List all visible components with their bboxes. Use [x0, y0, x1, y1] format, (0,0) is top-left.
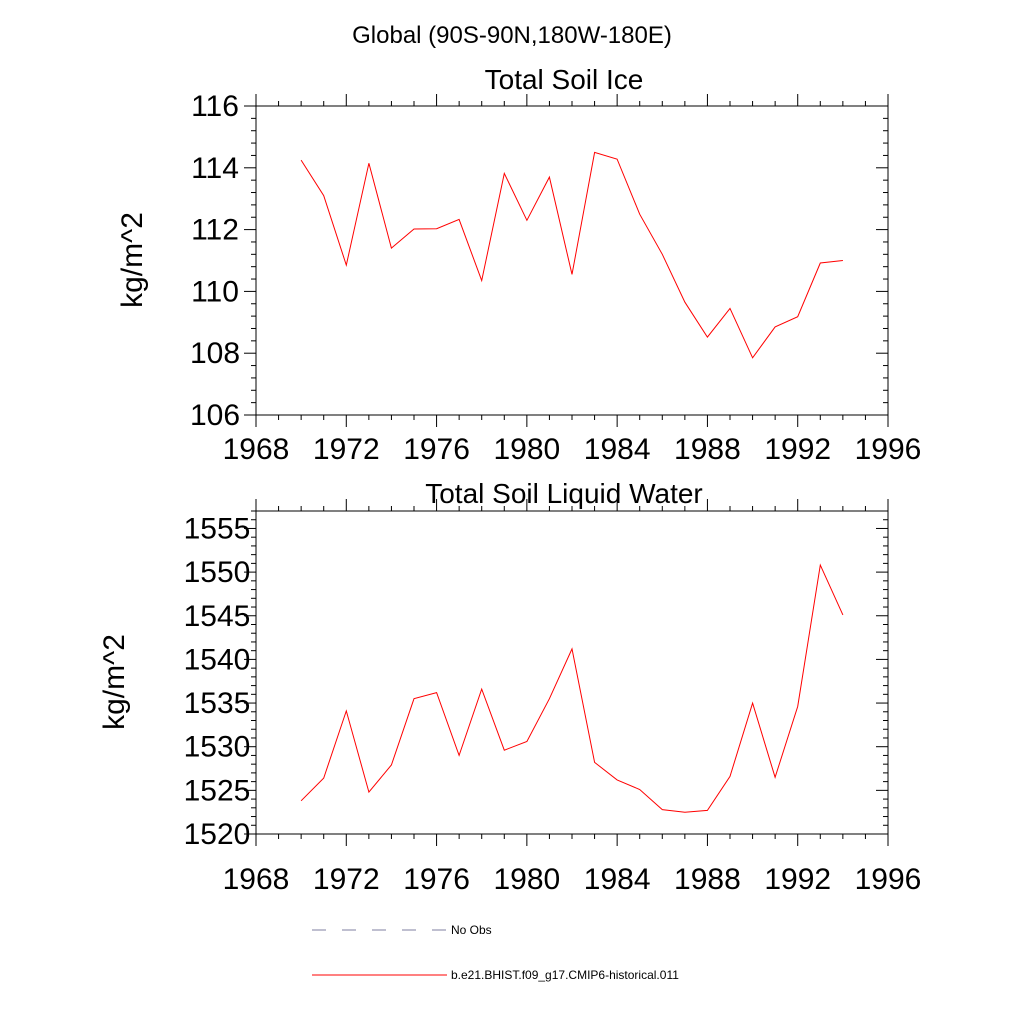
panel-soil-ice: Total Soil Ice kg/m^2 1968 1972 1976 1980 19… — [116, 64, 921, 466]
y-tick-label: 1555 — [184, 512, 251, 545]
x-tick-label: 1968 — [223, 863, 290, 896]
plot-frame — [255, 510, 889, 835]
legend-no-obs-label: No Obs — [451, 923, 492, 937]
x-tick-label: 1988 — [674, 433, 741, 466]
x-tick-label: 1992 — [764, 433, 831, 466]
y-axis-label: kg/m^2 — [98, 634, 131, 730]
y-tick-label: 108 — [190, 337, 240, 370]
x-tick-label: 1988 — [674, 863, 741, 896]
y-tick-label: 106 — [190, 399, 240, 432]
x-tick-label: 1980 — [493, 863, 560, 896]
y-tick-label: 1535 — [184, 687, 251, 720]
x-tick-label: 1996 — [855, 863, 922, 896]
x-tick-label: 1976 — [403, 433, 470, 466]
series-line — [300, 563, 844, 813]
panel-title: Total Soil Liquid Water — [425, 478, 703, 509]
y-tick-label: 1530 — [184, 731, 251, 764]
panel-title: Total Soil Ice — [485, 64, 644, 95]
x-tick-label: 1992 — [764, 863, 831, 896]
y-tick-label: 1550 — [184, 556, 251, 589]
panel-soil-liquid-water: Total Soil Liquid Water kg/m^2 1968 1972 1… — [98, 478, 921, 896]
y-tick-label: 1525 — [184, 774, 251, 807]
x-tick-label: 1984 — [584, 863, 651, 896]
y-tick-label: 114 — [191, 152, 239, 185]
y-tick-label: 110 — [191, 275, 239, 308]
y-tick-label: 1540 — [184, 643, 251, 676]
y-tick-label: 1520 — [184, 818, 251, 851]
y-tick-label: 116 — [191, 90, 239, 123]
figure-suptitle: Global (90S-90N,180W-180E) — [352, 22, 672, 49]
plot-frame — [255, 105, 889, 416]
legend-model-label: b.e21.BHIST.f09_g17.CMIP6-historical.011 — [451, 968, 679, 982]
x-tick-label: 1972 — [313, 433, 380, 466]
x-tick-label: 1968 — [223, 433, 290, 466]
legend: No Obs b.e21.BHIST.f09_g17.CMIP6-histori… — [312, 923, 679, 982]
x-tick-label: 1984 — [584, 433, 651, 466]
y-tick-label: 112 — [191, 214, 239, 247]
y-tick-label: 1545 — [184, 600, 251, 633]
x-tick-label: 1976 — [403, 863, 470, 896]
x-tick-label: 1972 — [313, 863, 380, 896]
series-line — [300, 151, 843, 359]
y-axis-label: kg/m^2 — [116, 212, 149, 308]
x-tick-label: 1980 — [493, 433, 560, 466]
x-tick-label: 1996 — [855, 433, 922, 466]
